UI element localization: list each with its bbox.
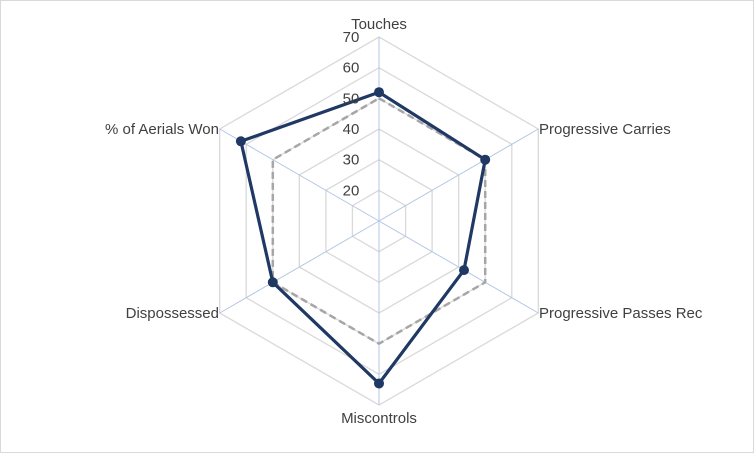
series-point (235, 136, 246, 147)
axis-spoke (378, 220, 539, 314)
tick-label: 40 (343, 121, 360, 138)
axis-label-miscontrols: Miscontrols (341, 410, 417, 427)
axis-label-progressive-carries: Progressive Carries (539, 121, 671, 138)
axis-spoke (378, 128, 539, 222)
tick-label: 30 (343, 152, 360, 169)
axis-label-dispossessed: Dispossessed (126, 305, 219, 322)
series-line (239, 90, 487, 386)
axis-label-layer: Touches Progressive Carries Progressive … (105, 16, 703, 427)
axis-label-progressive-passes-rec: Progressive Passes Rec (539, 305, 703, 322)
tick-label-layer: 20 30 40 50 60 70 (343, 29, 360, 199)
tick-label: 50 (343, 90, 360, 107)
series-point (267, 277, 278, 288)
axis-label-aerials-won: % of Aerials Won (105, 121, 219, 138)
tick-label: 20 (343, 182, 360, 199)
series-point (459, 265, 469, 276)
axis-spoke (219, 220, 380, 314)
series-layer (235, 87, 491, 389)
axis-spoke (219, 128, 380, 222)
tick-label: 60 (343, 60, 360, 77)
series-point (480, 154, 491, 165)
series-point (374, 87, 384, 98)
tick-label: 70 (343, 29, 360, 46)
axis-label-touches: Touches (351, 16, 407, 33)
series-point (374, 378, 384, 389)
